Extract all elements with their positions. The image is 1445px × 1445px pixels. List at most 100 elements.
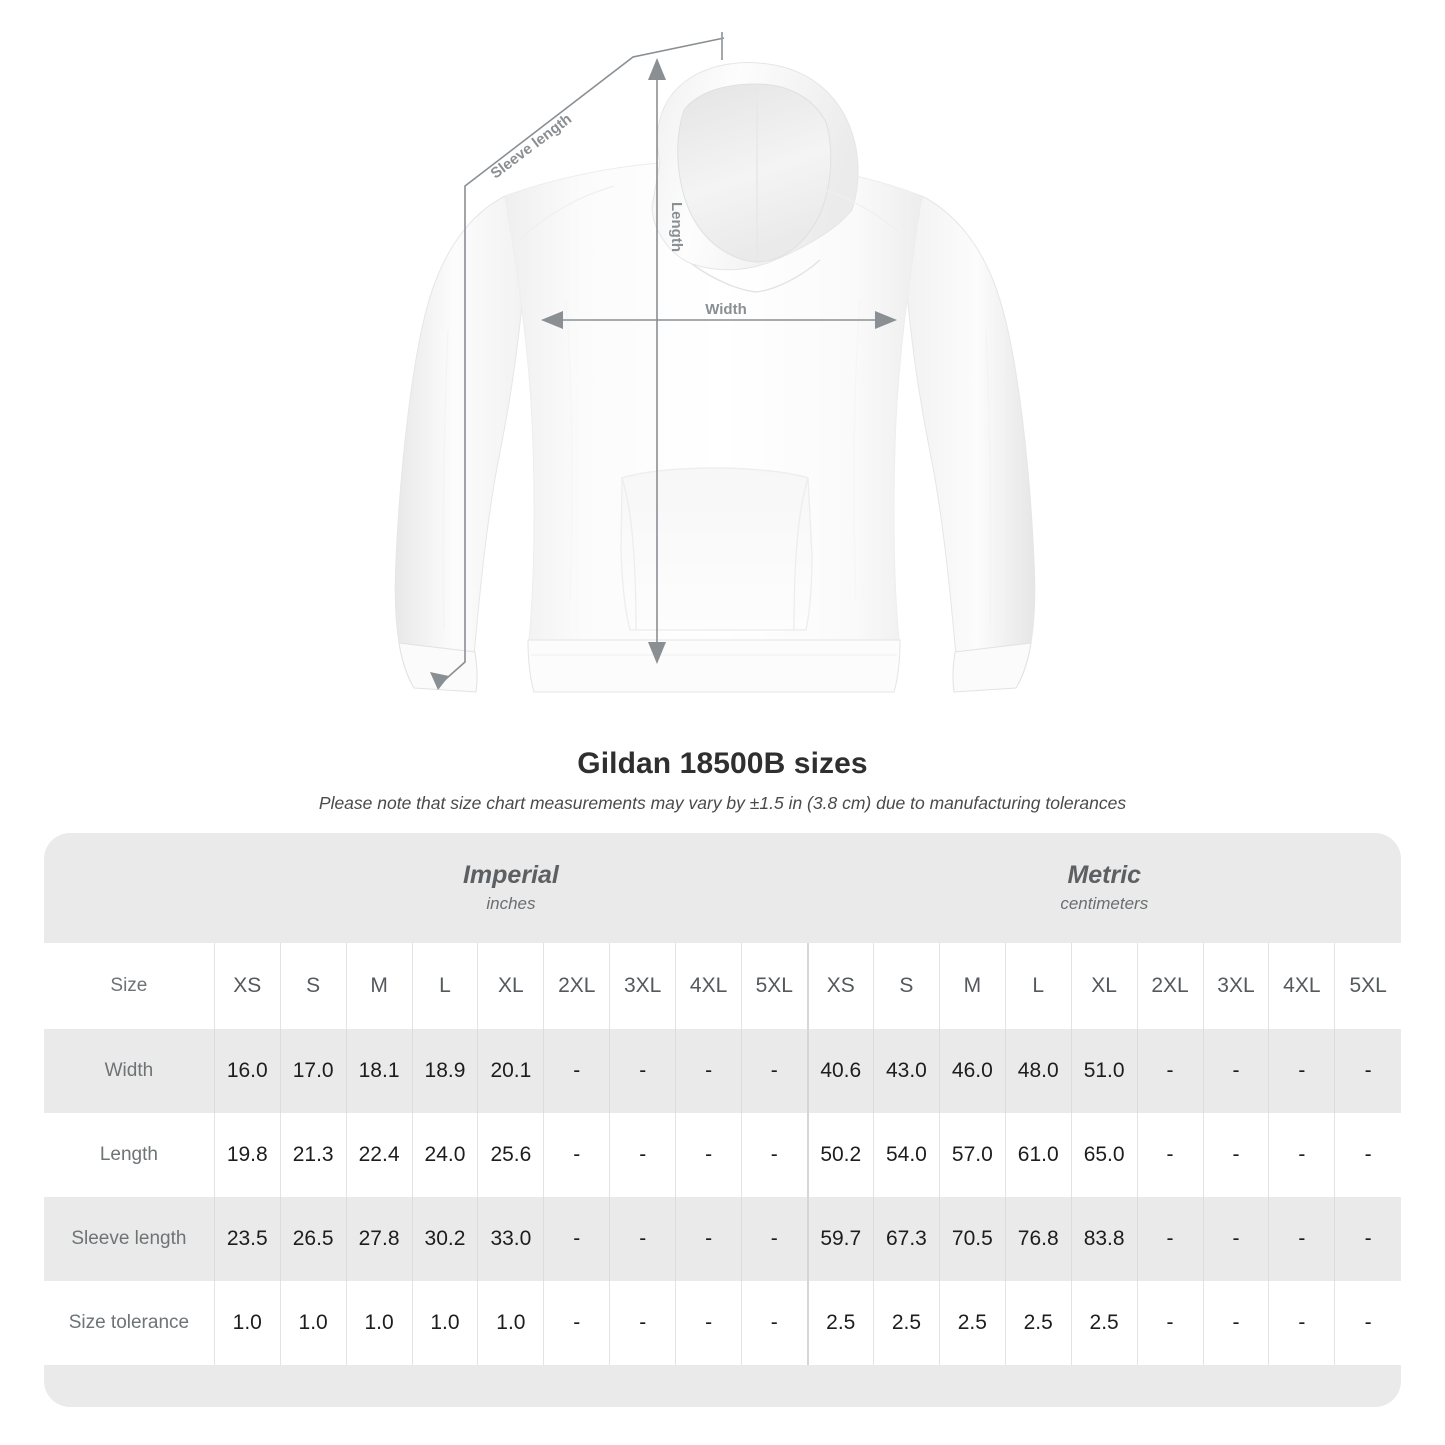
cell-sleeve-imperial-xs: 23.5 xyxy=(213,1197,281,1281)
size-header-metric-3xl: 3XL xyxy=(1202,943,1269,1029)
size-header-imperial-s: S xyxy=(279,943,347,1029)
cell-length-imperial-5xl: - xyxy=(741,1113,808,1197)
table-row: Sleeve length 23.5 26.5 27.8 30.2 33.0 -… xyxy=(44,1197,1401,1281)
cell-tolerance-imperial-2xl: - xyxy=(543,1281,610,1365)
cell-sleeve-metric-l: 76.8 xyxy=(1004,1197,1072,1281)
page-subtitle: Please note that size chart measurements… xyxy=(318,793,1127,813)
cell-width-imperial-xs: 16.0 xyxy=(213,1029,281,1113)
cell-sleeve-imperial-s: 26.5 xyxy=(279,1197,347,1281)
size-header-imperial-xl: XL xyxy=(477,943,544,1029)
cell-tolerance-metric-xl: 2.5 xyxy=(1070,1281,1138,1365)
cell-width-imperial-5xl: - xyxy=(741,1029,808,1113)
cell-tolerance-metric-4xl: - xyxy=(1268,1281,1335,1365)
unit-banner-row: Imperial inches Metric centimeters xyxy=(44,833,1401,943)
size-header-metric-l: L xyxy=(1004,943,1072,1029)
cell-width-metric-l: 48.0 xyxy=(1004,1029,1072,1113)
cell-length-imperial-l: 24.0 xyxy=(411,1113,478,1197)
unit-sub-imperial: inches xyxy=(486,894,536,913)
cell-tolerance-imperial-xs: 1.0 xyxy=(213,1281,281,1365)
cell-sleeve-imperial-m: 27.8 xyxy=(345,1197,413,1281)
cell-length-metric-m: 57.0 xyxy=(938,1113,1006,1197)
length-callout: Length xyxy=(648,58,685,664)
cell-length-metric-xl: 65.0 xyxy=(1070,1113,1138,1197)
cell-tolerance-metric-2xl: - xyxy=(1136,1281,1203,1365)
unit-name-imperial: Imperial xyxy=(462,861,559,889)
size-header-metric-2xl: 2XL xyxy=(1136,943,1203,1029)
cell-length-metric-s: 54.0 xyxy=(872,1113,940,1197)
size-table: Imperial inches Metric centimeters Size … xyxy=(44,833,1401,1407)
cell-tolerance-imperial-xl: 1.0 xyxy=(477,1281,544,1365)
width-label: Width xyxy=(705,301,747,318)
size-header-imperial-4xl: 4XL xyxy=(675,943,742,1029)
cell-length-metric-4xl: - xyxy=(1268,1113,1335,1197)
cell-tolerance-imperial-5xl: - xyxy=(741,1281,808,1365)
size-header-imperial-l: L xyxy=(411,943,478,1029)
cell-sleeve-metric-2xl: - xyxy=(1136,1197,1203,1281)
row-label-length: Length xyxy=(44,1113,215,1197)
size-header-metric-s: S xyxy=(872,943,940,1029)
cell-sleeve-metric-m: 70.5 xyxy=(938,1197,1006,1281)
size-header-metric-5xl: 5XL xyxy=(1334,943,1401,1029)
cell-length-imperial-xs: 19.8 xyxy=(213,1113,281,1197)
cell-length-metric-3xl: - xyxy=(1202,1113,1269,1197)
cell-tolerance-metric-s: 2.5 xyxy=(872,1281,940,1365)
cell-width-imperial-2xl: - xyxy=(543,1029,610,1113)
cell-length-imperial-m: 22.4 xyxy=(345,1113,413,1197)
table-footer-strip xyxy=(44,1365,1401,1407)
footer-right xyxy=(1334,1365,1401,1407)
size-table-container: Imperial inches Metric centimeters Size … xyxy=(44,833,1401,1407)
cell-sleeve-imperial-xl: 33.0 xyxy=(477,1197,544,1281)
size-header-imperial-m: M xyxy=(345,943,413,1029)
page-title: Gildan 18500B sizes xyxy=(577,747,868,780)
cell-length-metric-l: 61.0 xyxy=(1004,1113,1072,1197)
hoodie-graphic xyxy=(394,62,1036,693)
unit-banner-spacer xyxy=(44,833,215,943)
footer-left xyxy=(44,1365,215,1407)
cell-sleeve-imperial-3xl: - xyxy=(609,1197,676,1281)
cell-tolerance-metric-m: 2.5 xyxy=(938,1281,1006,1365)
table-row: Width 16.0 17.0 18.1 18.9 20.1 - - - - 4… xyxy=(44,1029,1401,1113)
cell-width-metric-4xl: - xyxy=(1268,1029,1335,1113)
cell-sleeve-metric-s: 67.3 xyxy=(872,1197,940,1281)
length-label: Length xyxy=(668,202,685,252)
cell-sleeve-imperial-2xl: - xyxy=(543,1197,610,1281)
width-callout: Width xyxy=(541,301,897,329)
cell-length-metric-5xl: - xyxy=(1334,1113,1401,1197)
cell-width-metric-xl: 51.0 xyxy=(1070,1029,1138,1113)
size-header-imperial-3xl: 3XL xyxy=(609,943,676,1029)
row-label-header: Size xyxy=(44,943,215,1029)
cell-width-imperial-s: 17.0 xyxy=(279,1029,347,1113)
cell-tolerance-metric-3xl: - xyxy=(1202,1281,1269,1365)
cell-sleeve-metric-4xl: - xyxy=(1268,1197,1335,1281)
table-row: Length 19.8 21.3 22.4 24.0 25.6 - - - - … xyxy=(44,1113,1401,1197)
cell-width-metric-2xl: - xyxy=(1136,1029,1203,1113)
unit-banner-metric: Metric centimeters xyxy=(807,833,1401,943)
cell-length-imperial-2xl: - xyxy=(543,1113,610,1197)
cell-width-imperial-xl: 20.1 xyxy=(477,1029,544,1113)
row-label-size-tolerance: Size tolerance xyxy=(44,1281,215,1365)
size-header-metric-m: M xyxy=(938,943,1006,1029)
cell-tolerance-metric-5xl: - xyxy=(1334,1281,1401,1365)
size-header-row: Size XS S M L XL 2XL 3XL 4XL 5XL XS S M … xyxy=(44,943,1401,1029)
unit-banner-imperial: Imperial inches xyxy=(214,833,808,943)
cell-width-metric-3xl: - xyxy=(1202,1029,1269,1113)
size-header-imperial-2xl: 2XL xyxy=(543,943,610,1029)
cell-tolerance-metric-xs: 2.5 xyxy=(806,1281,874,1365)
cell-sleeve-metric-xs: 59.7 xyxy=(806,1197,874,1281)
cell-sleeve-metric-xl: 83.8 xyxy=(1070,1197,1138,1281)
unit-sub-metric: centimeters xyxy=(1060,894,1149,913)
cell-sleeve-imperial-4xl: - xyxy=(675,1197,742,1281)
cell-tolerance-metric-l: 2.5 xyxy=(1004,1281,1072,1365)
cell-length-imperial-s: 21.3 xyxy=(279,1113,347,1197)
cell-length-imperial-4xl: - xyxy=(675,1113,742,1197)
cell-width-imperial-3xl: - xyxy=(609,1029,676,1113)
cell-tolerance-imperial-l: 1.0 xyxy=(411,1281,478,1365)
cell-tolerance-imperial-4xl: - xyxy=(675,1281,742,1365)
table-row: Size tolerance 1.0 1.0 1.0 1.0 1.0 - - -… xyxy=(44,1281,1401,1365)
cell-tolerance-imperial-3xl: - xyxy=(609,1281,676,1365)
cell-sleeve-metric-5xl: - xyxy=(1334,1197,1401,1281)
size-header-imperial-5xl: 5XL xyxy=(741,943,808,1029)
cell-sleeve-metric-3xl: - xyxy=(1202,1197,1269,1281)
cell-width-metric-m: 46.0 xyxy=(938,1029,1006,1113)
